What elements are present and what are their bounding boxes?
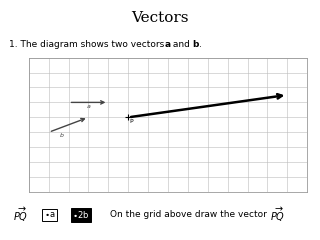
Text: P: P [129,119,133,124]
Text: and: and [171,40,193,49]
Text: $\overrightarrow{PQ}$: $\overrightarrow{PQ}$ [270,206,285,224]
Text: a: a [164,40,171,49]
Text: $\overrightarrow{PQ}$: $\overrightarrow{PQ}$ [12,206,28,224]
Text: On the grid above draw the vector: On the grid above draw the vector [110,210,267,219]
Text: Vectors: Vectors [131,11,189,25]
Text: $\bullet$a: $\bullet$a [44,210,56,219]
Text: a: a [86,104,90,109]
Text: 1. The diagram shows two vectors: 1. The diagram shows two vectors [10,40,168,49]
Text: b: b [60,133,64,138]
Text: b: b [193,40,199,49]
Text: $\bullet$2b: $\bullet$2b [72,210,90,220]
Text: .: . [199,40,202,49]
